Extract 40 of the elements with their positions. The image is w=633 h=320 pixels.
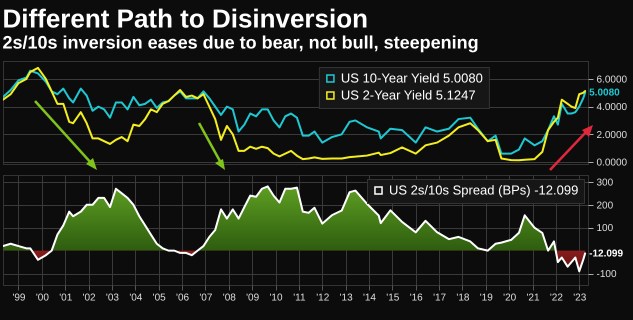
y-tick-label: 200 — [596, 200, 614, 212]
x-tick-label: '22 — [550, 292, 564, 304]
y-tick-label: 2.0000 — [596, 130, 628, 141]
legend-label: US 2s/10s Spread (BPs) -12.099 — [389, 182, 578, 198]
x-tick-label: '17 — [433, 292, 447, 304]
data-label: -12.099 — [589, 248, 624, 260]
x-tick-label: '19 — [480, 292, 494, 304]
chart-subtitle: 2s/10s inversion eases due to bear, not bull, steepening — [2, 32, 479, 52]
y-tick-label: -100 — [596, 269, 617, 280]
x-tick-label: '21 — [526, 292, 540, 304]
data-label: 5.0080 — [589, 88, 620, 99]
chart-title: Different Path to Disinversion — [2, 4, 368, 34]
x-tick-label: '09 — [246, 292, 260, 304]
y-tick-label: 4.0000 — [596, 102, 628, 114]
x-tick-label: '07 — [199, 292, 213, 304]
x-tick-label: '16 — [410, 292, 424, 304]
x-tick-label: '99 — [12, 292, 26, 304]
y-tick-label: 100 — [596, 223, 614, 234]
x-tick-label: '02 — [82, 292, 96, 304]
legend-label: US 2-Year Yield 5.1247 — [340, 88, 476, 102]
y-tick-label: 6.0000 — [596, 74, 628, 86]
legend-label: US 10-Year Yield 5.0080 — [340, 70, 483, 86]
x-tick-label: '15 — [386, 292, 400, 304]
x-tick-label: '13 — [340, 292, 354, 304]
y-tick-label: 0.0000 — [596, 157, 628, 168]
x-tick-label: '03 — [106, 292, 120, 304]
x-tick-label: '06 — [176, 292, 190, 304]
x-tick-label: '08 — [222, 292, 236, 304]
x-tick-label: '23 — [573, 292, 587, 304]
x-tick-label: '04 — [129, 292, 143, 304]
x-tick-label: '11 — [293, 292, 306, 304]
x-tick-label: '20 — [503, 292, 517, 304]
x-tick-label: '14 — [362, 292, 376, 304]
x-tick-label: '01 — [59, 292, 73, 304]
x-tick-label: '18 — [456, 292, 470, 304]
x-tick-label: '12 — [316, 292, 330, 304]
y-tick-label: 300 — [596, 177, 614, 188]
x-tick-label: '10 — [269, 292, 283, 304]
x-tick-label: '00 — [36, 292, 50, 304]
x-tick-label: '05 — [152, 292, 166, 304]
